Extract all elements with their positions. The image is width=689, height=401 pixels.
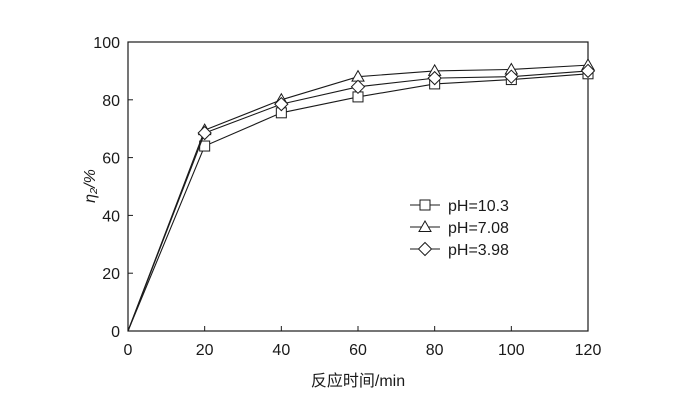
series-diamond xyxy=(127,63,596,332)
y-tick-label: 60 xyxy=(102,151,120,168)
legend-marker-diamond xyxy=(417,241,433,257)
y-tick-label: 20 xyxy=(102,266,120,283)
y-tick-label: 40 xyxy=(102,208,120,225)
series-layer xyxy=(127,58,596,332)
data-point-diamond xyxy=(580,63,596,79)
y-tick-label: 80 xyxy=(102,93,120,110)
x-tick-label: 20 xyxy=(196,342,214,359)
series-square xyxy=(127,68,594,332)
x-tick-label: 120 xyxy=(575,342,602,359)
legend-label-square: pH=10.3 xyxy=(448,198,509,215)
data-point-diamond xyxy=(274,96,289,112)
series-line-diamond xyxy=(127,70,589,332)
x-tick-label: 80 xyxy=(426,342,444,359)
y-tick-label: 100 xyxy=(93,35,120,52)
x-tick-label: 40 xyxy=(272,342,290,359)
data-point-diamond xyxy=(197,125,212,141)
y-axis: 0 20 40 60 80 100 xyxy=(93,35,133,341)
legend: pH=10.3 pH=7.08 pH=3.98 xyxy=(410,198,509,259)
x-tick-label: 60 xyxy=(349,342,367,359)
series-line-triangle xyxy=(127,64,589,332)
data-point-diamond xyxy=(350,79,366,95)
series-line-square xyxy=(127,73,589,332)
y-tick-label: 0 xyxy=(111,324,120,341)
y-axis-title: η₂/% xyxy=(82,169,99,203)
data-point-diamond xyxy=(504,69,519,84)
data-point-diamond xyxy=(427,70,442,86)
x-axis: 0 20 40 60 80 100 120 xyxy=(124,326,602,359)
legend-label-diamond: pH=3.98 xyxy=(448,242,509,259)
x-axis-title: 反应时间/min xyxy=(311,371,405,390)
legend-marker-triangle xyxy=(418,219,432,232)
legend-label-triangle: pH=7.08 xyxy=(448,220,509,237)
legend-marker-square xyxy=(419,199,431,211)
x-tick-label: 100 xyxy=(498,342,525,359)
x-tick-label: 0 xyxy=(124,342,133,359)
